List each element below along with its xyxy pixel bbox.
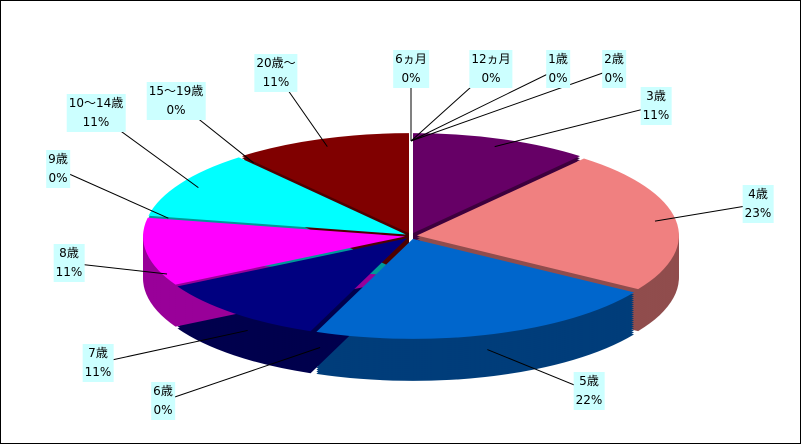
data-label: 9歳 0% (46, 150, 70, 188)
data-label: 8歳 11% (53, 244, 85, 282)
value-label: 0% (548, 71, 568, 85)
data-label: 1歳 0% (546, 50, 570, 88)
leader-line (68, 262, 168, 275)
data-label: 3歳 11% (640, 87, 672, 125)
data-label: 4歳 23% (742, 185, 774, 223)
leader-line (162, 347, 321, 402)
category-label: 5歳 (579, 374, 599, 388)
leader-line (654, 203, 759, 222)
category-label: 15～19歳 (148, 84, 204, 98)
category-label: 1歳 (548, 52, 568, 66)
slice (148, 157, 406, 235)
slice (416, 158, 679, 290)
value-label: 0% (153, 403, 173, 417)
category-label: 4歳 (748, 187, 768, 201)
data-label: 12ヵ月 0% (469, 50, 513, 88)
slice (241, 133, 409, 234)
data-label: 7歳 11% (82, 344, 114, 382)
category-label: 7歳 (88, 346, 108, 360)
slice (413, 133, 581, 234)
category-label: 10～14歳 (68, 96, 124, 110)
category-label: 3歳 (646, 89, 666, 103)
data-label: 10～14歳 11% (66, 94, 126, 132)
value-label: 0% (481, 71, 501, 85)
leader-line (97, 329, 248, 364)
value-label: 11% (262, 75, 290, 89)
data-label: 6ヵ月 0% (393, 50, 429, 88)
value-label: 23% (744, 206, 772, 220)
data-label: 6歳 0% (151, 382, 175, 420)
value-label: 0% (48, 171, 68, 185)
leader-line (494, 105, 657, 148)
category-label: 12ヵ月 (471, 52, 511, 66)
value-label: 0% (401, 71, 421, 85)
value-label: 22% (575, 393, 603, 407)
leader-line (487, 349, 590, 392)
data-label: 5歳 22% (573, 372, 605, 410)
slice (143, 217, 406, 285)
data-label: 2歳 0% (602, 50, 626, 88)
value-label: 11% (642, 108, 670, 122)
value-label: 11% (84, 365, 112, 379)
slice (240, 156, 408, 234)
value-label: 11% (55, 265, 83, 279)
category-label: 6ヵ月 (395, 52, 427, 66)
category-label: 2歳 (604, 52, 624, 66)
leader-line (57, 168, 169, 219)
category-label: 9歳 (48, 152, 68, 166)
leader-line (410, 68, 615, 142)
data-label: 20歳～ 11% (254, 54, 298, 92)
slice (177, 238, 408, 332)
category-label: 6歳 (153, 384, 173, 398)
value-label: 0% (166, 103, 186, 117)
data-label: 15～19歳 0% (146, 82, 206, 120)
slice (316, 238, 635, 339)
leader-line (410, 68, 559, 142)
category-label: 20歳～ (256, 56, 296, 70)
category-label: 8歳 (59, 246, 79, 260)
value-label: 11% (82, 115, 110, 129)
value-label: 0% (604, 71, 624, 85)
